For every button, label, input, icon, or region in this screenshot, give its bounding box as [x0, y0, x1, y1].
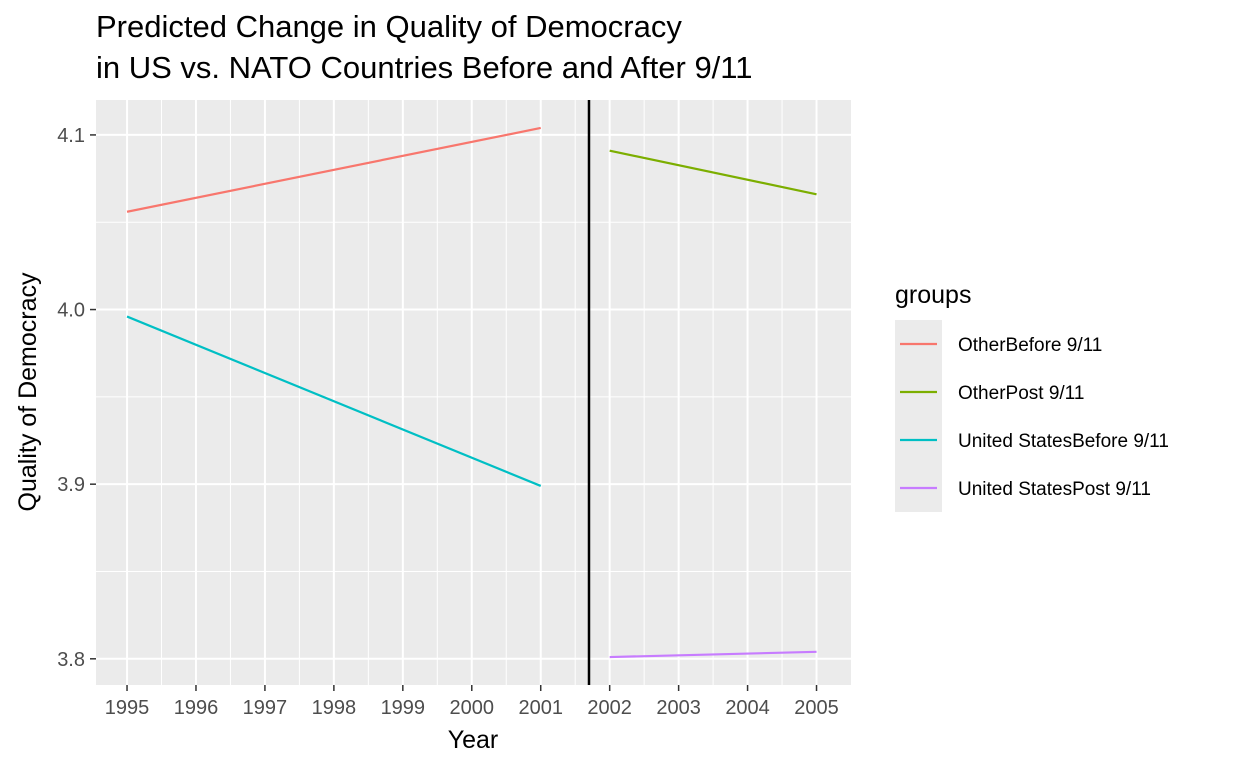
x-tick-label: 1995 [105, 697, 150, 719]
x-tick-label: 1999 [381, 697, 426, 719]
x-tick-label: 2002 [587, 697, 632, 719]
x-tick-label: 2004 [725, 697, 770, 719]
legend-label: United StatesPost 9/11 [958, 479, 1151, 500]
x-tick-label: 2000 [450, 697, 495, 719]
legend-label: OtherPost 9/11 [958, 383, 1084, 404]
series-line-otherpost-9-11 [609, 149, 817, 196]
legend-label: OtherBefore 9/11 [958, 335, 1102, 356]
series-line-united-statesbefore-9-11 [126, 315, 542, 487]
x-tick-label: 2005 [794, 697, 839, 719]
legend-label: United StatesBefore 9/11 [958, 431, 1169, 452]
x-axis: 1995 1996 1997 1998 1999 2000 2001 2002 2003 2004… [105, 685, 839, 719]
chart-title-line-1: Predicted Change in Quality of Democracy [96, 9, 682, 44]
x-axis-title: Year [448, 726, 499, 754]
plot-panel [96, 100, 851, 685]
major-gridlines [96, 100, 851, 685]
x-tick-label: 2001 [518, 697, 563, 719]
y-tick-label: 4.0 [57, 300, 85, 322]
legend: groups OtherBefore 9/11 OtherPost 9/11 Uni… [895, 281, 1169, 512]
x-tick-label: 1997 [243, 697, 288, 719]
y-tick-label: 4.1 [57, 125, 85, 147]
y-tick-label: 3.9 [57, 474, 85, 496]
x-tick-label: 2003 [656, 697, 701, 719]
series-line-united-statespost-9-11 [609, 650, 817, 659]
legend-title: groups [895, 281, 971, 309]
y-axis: 3.8 3.9 4.0 4.1 [57, 125, 96, 671]
y-axis-title: Quality of Democracy [14, 272, 42, 511]
chart-title-line-2: in US vs. NATO Countries Before and Afte… [96, 50, 752, 85]
series-line-otherbefore-9-11 [126, 126, 541, 213]
series-lines [126, 126, 817, 659]
x-tick-label: 1998 [312, 697, 357, 719]
minor-gridlines [96, 100, 851, 685]
x-tick-label: 1996 [174, 697, 219, 719]
y-tick-label: 3.8 [57, 649, 85, 671]
